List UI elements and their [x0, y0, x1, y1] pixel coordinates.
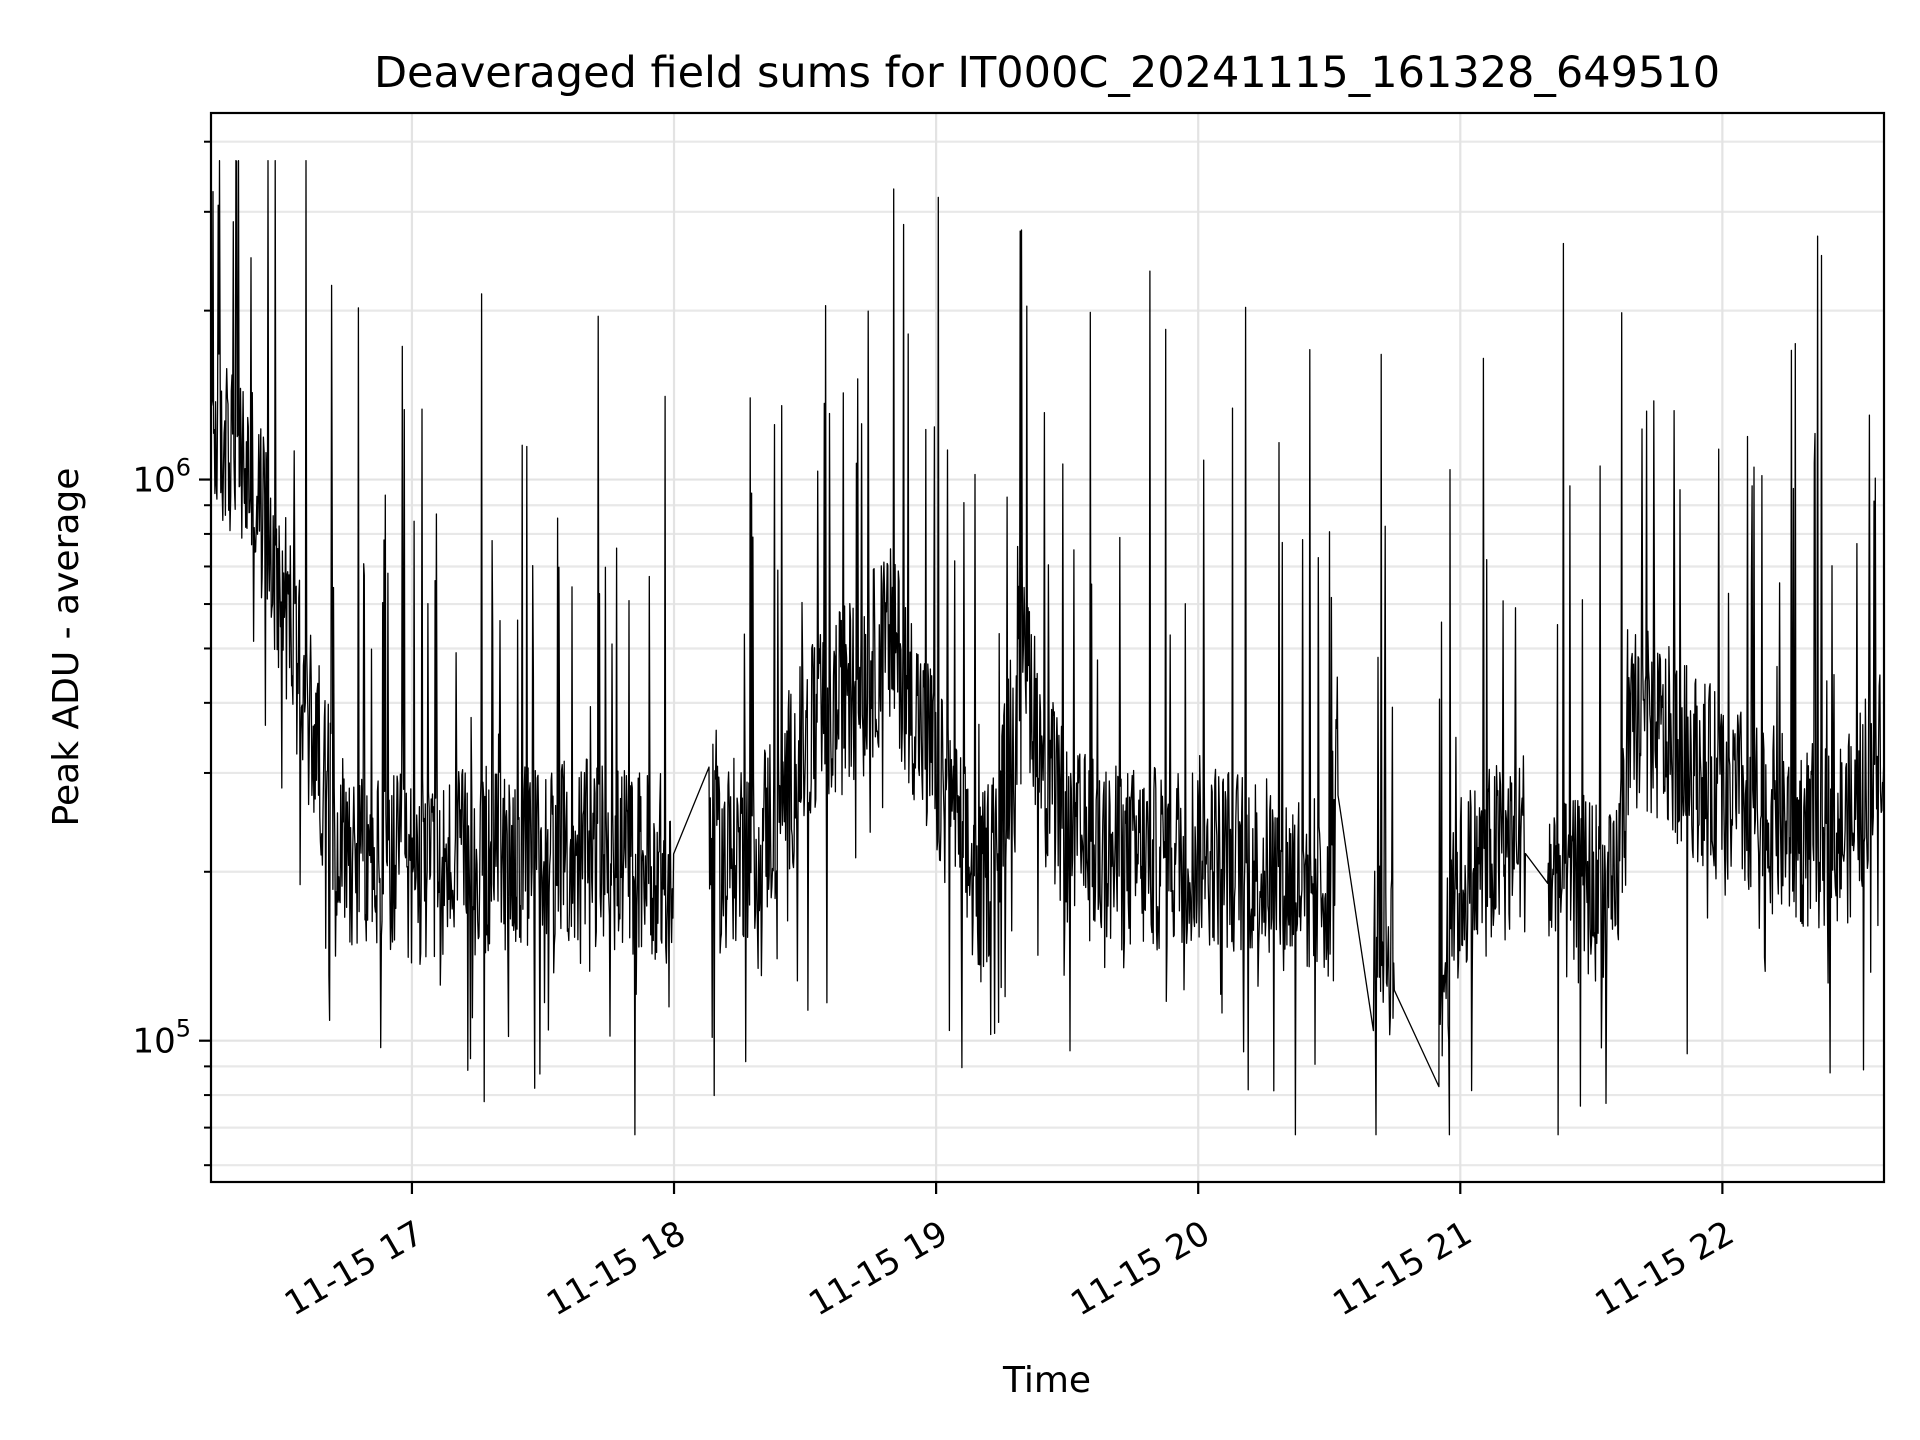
y-axis-label: Peak ADU - average: [46, 468, 87, 827]
grid: [211, 113, 1884, 1182]
series-layer: [210, 160, 1885, 1136]
chart-title: Deaveraged field sums for IT000C_2024111…: [374, 48, 1720, 98]
y-tick-label: 105: [132, 1015, 191, 1062]
series-line: [210, 160, 1885, 1136]
x-axis-label: Time: [1002, 1360, 1091, 1401]
y-tick-label: 106: [132, 454, 191, 501]
y-axis: 105 106: [132, 140, 211, 1167]
